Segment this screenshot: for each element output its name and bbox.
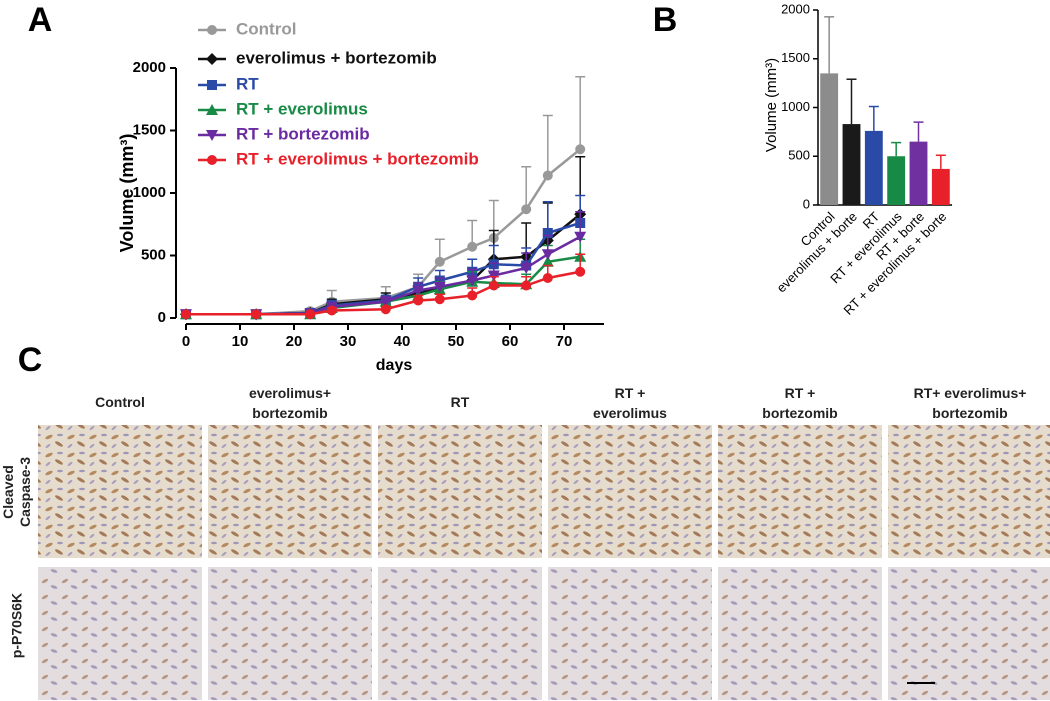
- legend-label: RT + bortezomib: [236, 124, 370, 143]
- data-point: [542, 273, 553, 283]
- micrograph: [38, 425, 202, 558]
- data-point: [488, 280, 499, 291]
- data-point: [521, 204, 532, 215]
- legend-label: RT + everolimus + bortezomib: [236, 149, 479, 168]
- data-point: [466, 275, 479, 287]
- bar: [820, 73, 839, 205]
- data-point: [541, 255, 554, 267]
- micrograph: [208, 425, 372, 558]
- micrograph: [888, 425, 1050, 558]
- micrograph: [38, 567, 202, 700]
- bar: [931, 168, 950, 205]
- x-tick-label: 40: [394, 333, 411, 350]
- x-tick-label: 30: [340, 333, 357, 350]
- y-axis-label: Volume (mm³): [117, 134, 137, 253]
- row-label: p-P70S6K: [8, 592, 25, 659]
- data-point: [434, 294, 445, 305]
- y-tick-label: 2000: [781, 1, 810, 16]
- data-point: [541, 249, 554, 261]
- panel-label: B: [653, 1, 678, 39]
- legend-label: everolimus + bortezomib: [236, 48, 437, 67]
- micrograph: [888, 567, 1050, 700]
- data-point: [467, 241, 478, 252]
- data-point: [575, 144, 586, 155]
- micrograph: [378, 425, 542, 558]
- data-point: [542, 228, 553, 238]
- x-tick-label: 20: [286, 333, 303, 350]
- y-tick-label: 1000: [133, 184, 166, 201]
- legend-label: RT: [236, 74, 259, 93]
- y-tick-label: 500: [141, 246, 166, 263]
- column-header: RT: [450, 394, 470, 410]
- x-axis-label: days: [376, 357, 413, 374]
- data-point: [251, 309, 262, 320]
- y-tick-label: 2000: [133, 59, 166, 76]
- legend-marker: [207, 80, 217, 90]
- row-label: Cleaved Caspase-3: [0, 456, 33, 528]
- data-point: [542, 170, 553, 181]
- legend-marker: [206, 53, 218, 65]
- data-point: [181, 309, 191, 320]
- column-header: Control: [95, 394, 145, 410]
- micrograph: [548, 567, 712, 700]
- column-header: everolimus+ bortezomib: [248, 385, 332, 421]
- micrograph: [718, 567, 882, 700]
- data-point: [434, 256, 445, 267]
- x-tick-label: 70: [556, 333, 573, 350]
- micrograph: [378, 567, 542, 700]
- y-tick-label: 0: [803, 196, 810, 211]
- y-tick-label: 1000: [781, 99, 810, 114]
- micrograph: [208, 567, 372, 700]
- data-point: [412, 285, 425, 297]
- data-point: [574, 231, 587, 243]
- x-tick-label: 60: [502, 333, 519, 350]
- x-tick-label: 0: [182, 333, 190, 350]
- legend-label: Control: [236, 19, 296, 38]
- bar: [909, 141, 928, 205]
- y-tick-label: 500: [788, 148, 810, 163]
- y-tick-label: 1500: [781, 50, 810, 65]
- bar: [864, 130, 883, 205]
- data-point: [380, 304, 391, 315]
- bar: [842, 124, 861, 205]
- data-point: [520, 263, 533, 274]
- y-tick-label: 1500: [133, 121, 166, 138]
- micrograph: [548, 425, 712, 558]
- legend-marker: [206, 130, 218, 141]
- data-point: [433, 281, 446, 293]
- series-line: [186, 148, 581, 316]
- micrograph: [718, 425, 882, 558]
- data-point: [326, 305, 337, 316]
- panel-label: A: [28, 1, 53, 39]
- legend-label: RT + everolimus: [236, 99, 368, 118]
- x-tick-label: 10: [232, 333, 249, 350]
- x-tick-label: 50: [448, 333, 465, 350]
- column-header: RT + everolimus: [593, 385, 667, 421]
- legend-marker: [207, 155, 217, 165]
- data-point: [413, 295, 424, 306]
- y-tick-label: 0: [158, 309, 166, 326]
- data-point: [575, 266, 586, 277]
- column-header: RT + bortezomib: [762, 385, 838, 421]
- legend-marker: [206, 104, 218, 115]
- panel-label: C: [18, 341, 43, 379]
- bar: [887, 156, 906, 205]
- column-header: RT+ everolimus+ bortezomib: [913, 385, 1027, 421]
- data-point: [467, 290, 478, 301]
- data-point: [379, 296, 392, 308]
- data-point: [305, 309, 316, 320]
- y-axis-label: Volume (mm³): [763, 58, 780, 152]
- legend-marker: [207, 25, 217, 35]
- data-point: [521, 280, 532, 291]
